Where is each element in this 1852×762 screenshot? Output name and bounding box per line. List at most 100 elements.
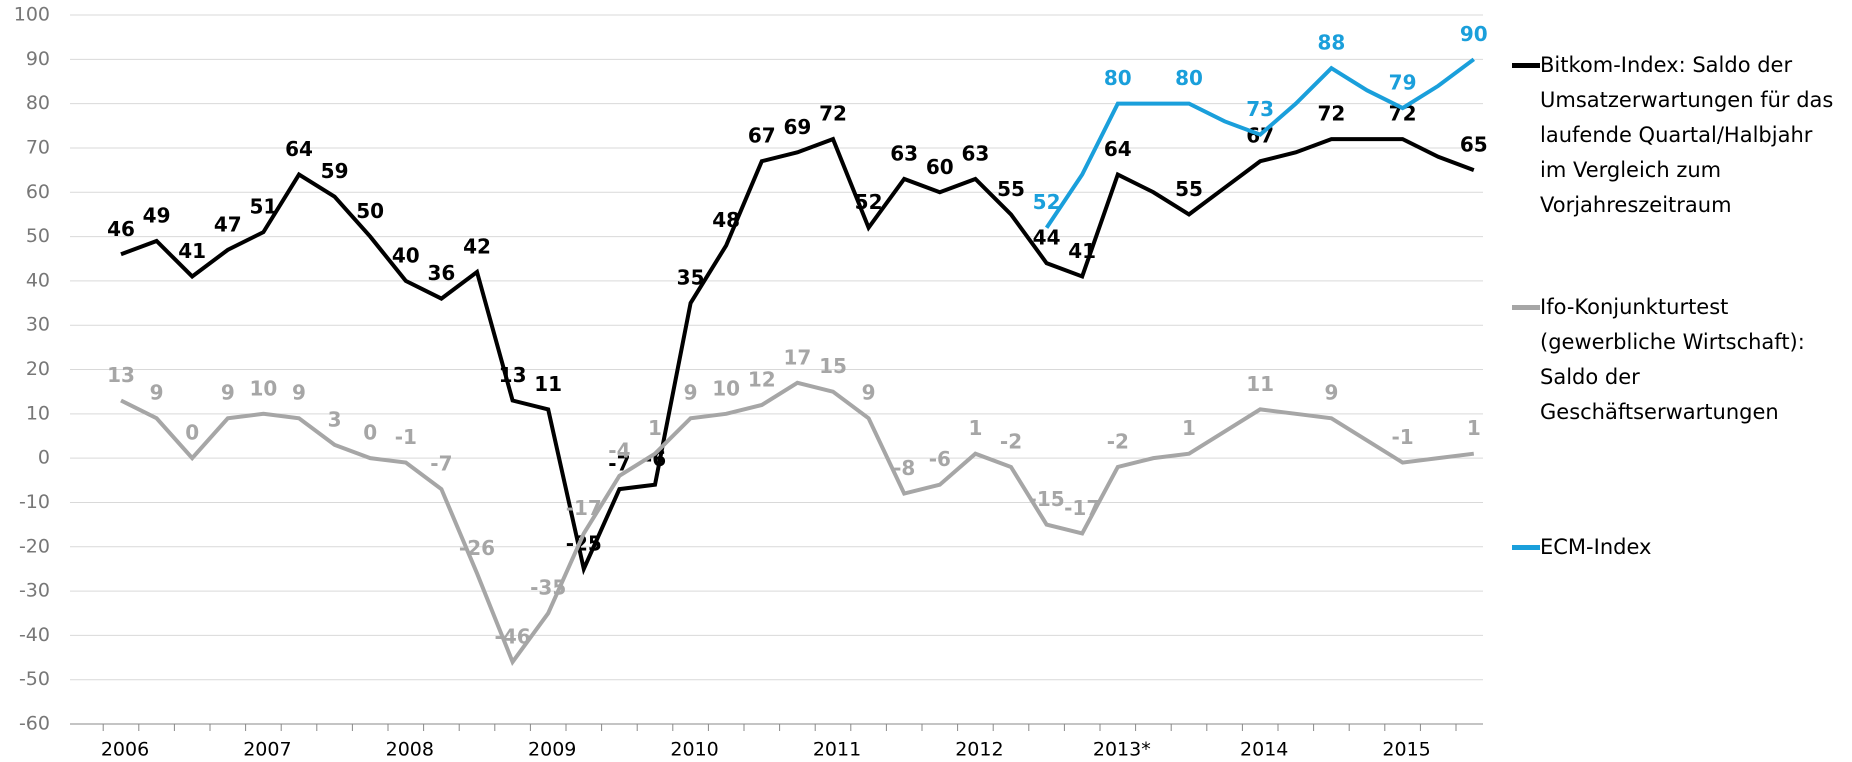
data-label: 11 (534, 372, 562, 396)
series-line (120, 380, 1475, 667)
data-label: 35 (677, 266, 705, 290)
y-tick-label: 10 (26, 402, 50, 424)
legend-label: ECM-Index (1540, 535, 1652, 559)
y-tick-label: 40 (26, 269, 50, 291)
x-tick-label: 2009 (528, 739, 576, 761)
y-tick-label: 0 (38, 447, 50, 469)
data-label: 72 (819, 102, 847, 126)
x-tick-label: 2010 (670, 739, 718, 761)
data-label: -8 (893, 456, 915, 480)
legend-swatch (1512, 63, 1540, 68)
data-label: 51 (249, 195, 277, 219)
data-label: -6 (929, 447, 951, 471)
data-label: 10 (249, 376, 277, 400)
data-label: 15 (819, 354, 847, 378)
data-label: -7 (608, 452, 630, 476)
legend-label: Bitkom-Index: Saldo der Umsatzerwartunge… (1540, 53, 1834, 217)
x-tick-label: 2006 (101, 739, 149, 761)
chart: -60-50-40-30-20-100102030405060708090100… (14, 4, 1488, 761)
data-label: 42 (463, 235, 491, 259)
data-label: 60 (926, 155, 954, 179)
data-label: 9 (150, 381, 164, 405)
data-label: 11 (1246, 372, 1274, 396)
legend-swatch (1512, 305, 1540, 310)
y-tick-label: -60 (19, 713, 50, 735)
data-label: 52 (1033, 190, 1061, 214)
data-label: -46 (495, 624, 531, 648)
x-tick-label: 2007 (243, 739, 291, 761)
data-label: 64 (1104, 137, 1132, 161)
data-label: -35 (530, 576, 566, 600)
x-tick-label: 2011 (813, 739, 861, 761)
x-tick-label: 2015 (1382, 739, 1430, 761)
data-label: 17 (783, 345, 811, 369)
data-label: 63 (890, 141, 918, 165)
x-tick-label: 2012 (955, 739, 1003, 761)
data-label: -17 (1064, 496, 1100, 520)
data-label: -4 (608, 438, 630, 462)
data-label: 41 (1068, 239, 1096, 263)
y-tick-label: 50 (26, 225, 50, 247)
y-tick-label: -10 (19, 491, 50, 513)
data-label: 9 (221, 381, 235, 405)
legend-label: Ifo-Konjunkturtest (gewerbliche Wirtscha… (1540, 295, 1805, 424)
data-label: -2 (1107, 429, 1129, 453)
x-tick-label: 2014 (1240, 739, 1288, 761)
data-label: 46 (107, 217, 135, 241)
data-label: -15 (1029, 487, 1065, 511)
data-label: -17 (566, 496, 602, 520)
x-tick-label: 2013* (1093, 739, 1151, 761)
data-label: 1 (968, 416, 982, 440)
data-label: 72 (1317, 102, 1345, 126)
y-tick-label: 90 (26, 48, 50, 70)
data-label: 1 (648, 416, 662, 440)
y-tick-label: -20 (19, 535, 50, 557)
data-label: 55 (997, 177, 1025, 201)
data-label: 48 (712, 208, 740, 232)
data-label: 9 (292, 381, 306, 405)
data-label: 80 (1104, 66, 1132, 90)
data-label: 9 (862, 381, 876, 405)
y-tick-label: -40 (19, 624, 50, 646)
legend-swatch (1512, 545, 1540, 550)
data-label: 13 (107, 363, 135, 387)
data-label: 50 (356, 199, 384, 223)
data-label: -1 (1391, 425, 1413, 449)
data-label: 90 (1460, 22, 1488, 46)
data-label: 1 (1182, 416, 1196, 440)
data-label: 9 (1324, 381, 1338, 405)
data-label: 59 (321, 159, 349, 183)
data-label: 49 (143, 203, 171, 227)
data-label: -6 (644, 447, 666, 471)
series-line (1044, 57, 1475, 229)
data-label: 64 (285, 137, 313, 161)
y-tick-label: 100 (14, 4, 50, 26)
data-label: 0 (185, 421, 199, 445)
data-label: 55 (1175, 177, 1203, 201)
data-label: 69 (783, 115, 811, 139)
data-label: 40 (392, 243, 420, 267)
data-label: 80 (1175, 66, 1203, 90)
data-label: 10 (712, 376, 740, 400)
y-tick-label: 30 (26, 314, 50, 336)
data-label: 63 (961, 141, 989, 165)
data-label: 73 (1246, 97, 1274, 121)
x-tick-label: 2008 (386, 739, 434, 761)
data-label: -1 (395, 425, 417, 449)
data-label: 88 (1317, 31, 1345, 55)
data-label: 79 (1389, 71, 1417, 95)
data-label: 52 (855, 190, 883, 214)
data-label: 65 (1460, 133, 1488, 157)
y-tick-label: 60 (26, 181, 50, 203)
data-label: 13 (499, 363, 527, 387)
data-label: 44 (1033, 226, 1061, 250)
y-tick-label: -30 (19, 580, 50, 602)
data-label: 47 (214, 212, 242, 236)
data-label: 3 (328, 407, 342, 431)
data-label: 1 (1467, 416, 1481, 440)
data-label: -7 (430, 452, 452, 476)
y-tick-label: 70 (26, 136, 50, 158)
data-label: -2 (1000, 429, 1022, 453)
y-tick-label: -50 (19, 668, 50, 690)
